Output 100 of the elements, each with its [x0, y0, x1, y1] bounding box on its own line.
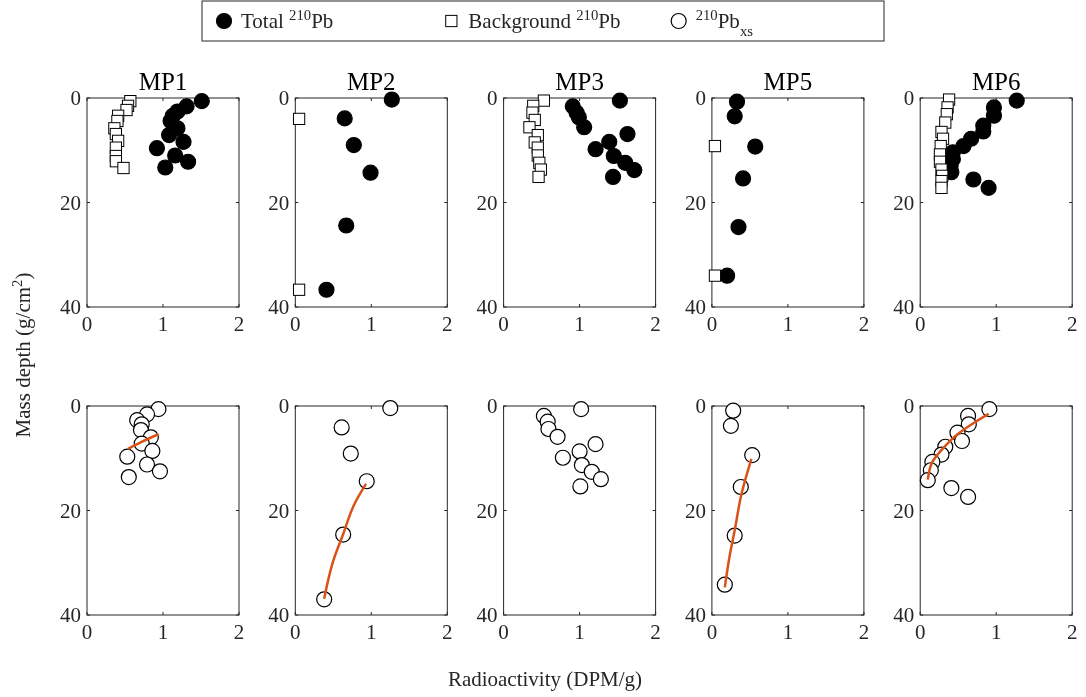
point: [117, 161, 130, 175]
y-tick-label: 0: [278, 394, 290, 418]
legend-label: $^{210}$Pb$_{xs}$: [695, 7, 754, 39]
point: [554, 449, 571, 466]
point: [744, 447, 761, 464]
chart-title: MP2: [346, 68, 396, 95]
point: [959, 488, 977, 506]
point: [611, 92, 628, 109]
point: [601, 133, 618, 150]
legend-label: Total $^{210}$Pb: [241, 7, 334, 33]
point: [619, 125, 636, 143]
y-tick-label: 20: [476, 190, 498, 215]
legend-label: Background $^{210}$Pb: [468, 7, 621, 33]
y-tick-label: 20: [893, 190, 915, 215]
point: [587, 141, 604, 158]
point: [523, 121, 536, 134]
y-tick-label: 40: [476, 603, 498, 627]
x-tick-label: 2: [233, 312, 245, 336]
y-tick-label: 0: [70, 394, 81, 418]
x-tick-label: 1: [157, 620, 169, 644]
point: [151, 463, 169, 480]
point: [157, 159, 174, 176]
point: [193, 93, 210, 110]
point: [292, 283, 306, 296]
x-tick-label: 1: [157, 312, 169, 336]
y-tick-label: 20: [684, 498, 706, 523]
y-tick-label: 0: [695, 394, 706, 418]
point: [175, 133, 192, 150]
y-tick-label: 40: [893, 603, 915, 627]
point: [292, 112, 306, 126]
y-tick-label: 0: [278, 86, 290, 110]
point: [148, 140, 166, 157]
y-tick-label: 20: [268, 498, 290, 523]
y-tick-label: 20: [476, 498, 498, 523]
x-tick-label: 2: [858, 620, 870, 644]
y-tick-label: 0: [70, 86, 81, 110]
y-tick-label: 0: [903, 86, 915, 110]
point: [719, 267, 736, 284]
point: [179, 153, 197, 170]
x-tick-label: 2: [858, 312, 870, 336]
point: [734, 170, 752, 187]
chart-title: MP1: [138, 68, 188, 95]
chart-title: MP6: [971, 68, 1021, 95]
point: [532, 170, 545, 184]
x-tick-label: 1: [574, 620, 585, 644]
point: [333, 419, 350, 436]
point: [626, 162, 643, 179]
y-tick-label: 20: [684, 190, 706, 215]
point: [549, 428, 566, 445]
y-tick-label: 20: [893, 498, 915, 523]
point: [576, 119, 593, 136]
point: [119, 448, 136, 465]
y-tick-label: 40: [893, 295, 915, 319]
y-tick-label: 20: [60, 190, 81, 215]
x-tick-label: 2: [650, 620, 661, 644]
point: [943, 479, 960, 497]
point: [935, 181, 948, 194]
point: [336, 110, 353, 127]
point: [573, 401, 590, 418]
point: [138, 456, 156, 473]
y-tick-label: 0: [487, 86, 498, 110]
y-tick-label: 40: [476, 295, 498, 319]
point: [592, 471, 609, 488]
x-tick-label: 2: [650, 312, 661, 336]
x-tick-label: 1: [782, 620, 794, 644]
point: [383, 91, 400, 108]
x-tick-label: 2: [233, 620, 245, 644]
y-tick-label: 0: [903, 394, 915, 418]
point: [981, 401, 998, 418]
point: [604, 168, 622, 185]
y-tick-label: 40: [684, 295, 706, 319]
point: [120, 468, 137, 486]
point: [338, 217, 355, 234]
x-tick-label: 2: [1066, 620, 1078, 644]
point: [345, 136, 362, 154]
y-tick-label: 20: [268, 190, 290, 215]
x-tick-label: 1: [782, 312, 794, 336]
y-tick-label: 40: [268, 295, 290, 319]
y-tick-label: 40: [268, 603, 290, 627]
point: [571, 443, 588, 460]
chart-title: MP5: [763, 68, 813, 95]
point: [537, 94, 551, 107]
point: [362, 164, 379, 181]
point: [980, 179, 997, 196]
x-tick-label: 1: [990, 620, 1002, 644]
point: [318, 281, 335, 298]
point: [144, 442, 161, 460]
point: [572, 478, 589, 495]
y-tick-label: 0: [487, 394, 498, 418]
x-tick-label: 1: [574, 312, 585, 336]
point: [722, 417, 739, 434]
point: [167, 147, 184, 164]
y-tick-label: 20: [60, 498, 81, 523]
point: [382, 399, 399, 417]
y-tick-label: 40: [684, 603, 706, 627]
y-tick-label: 40: [60, 603, 81, 627]
point: [358, 473, 375, 490]
point: [708, 269, 722, 282]
point: [747, 138, 764, 155]
point: [965, 171, 982, 188]
